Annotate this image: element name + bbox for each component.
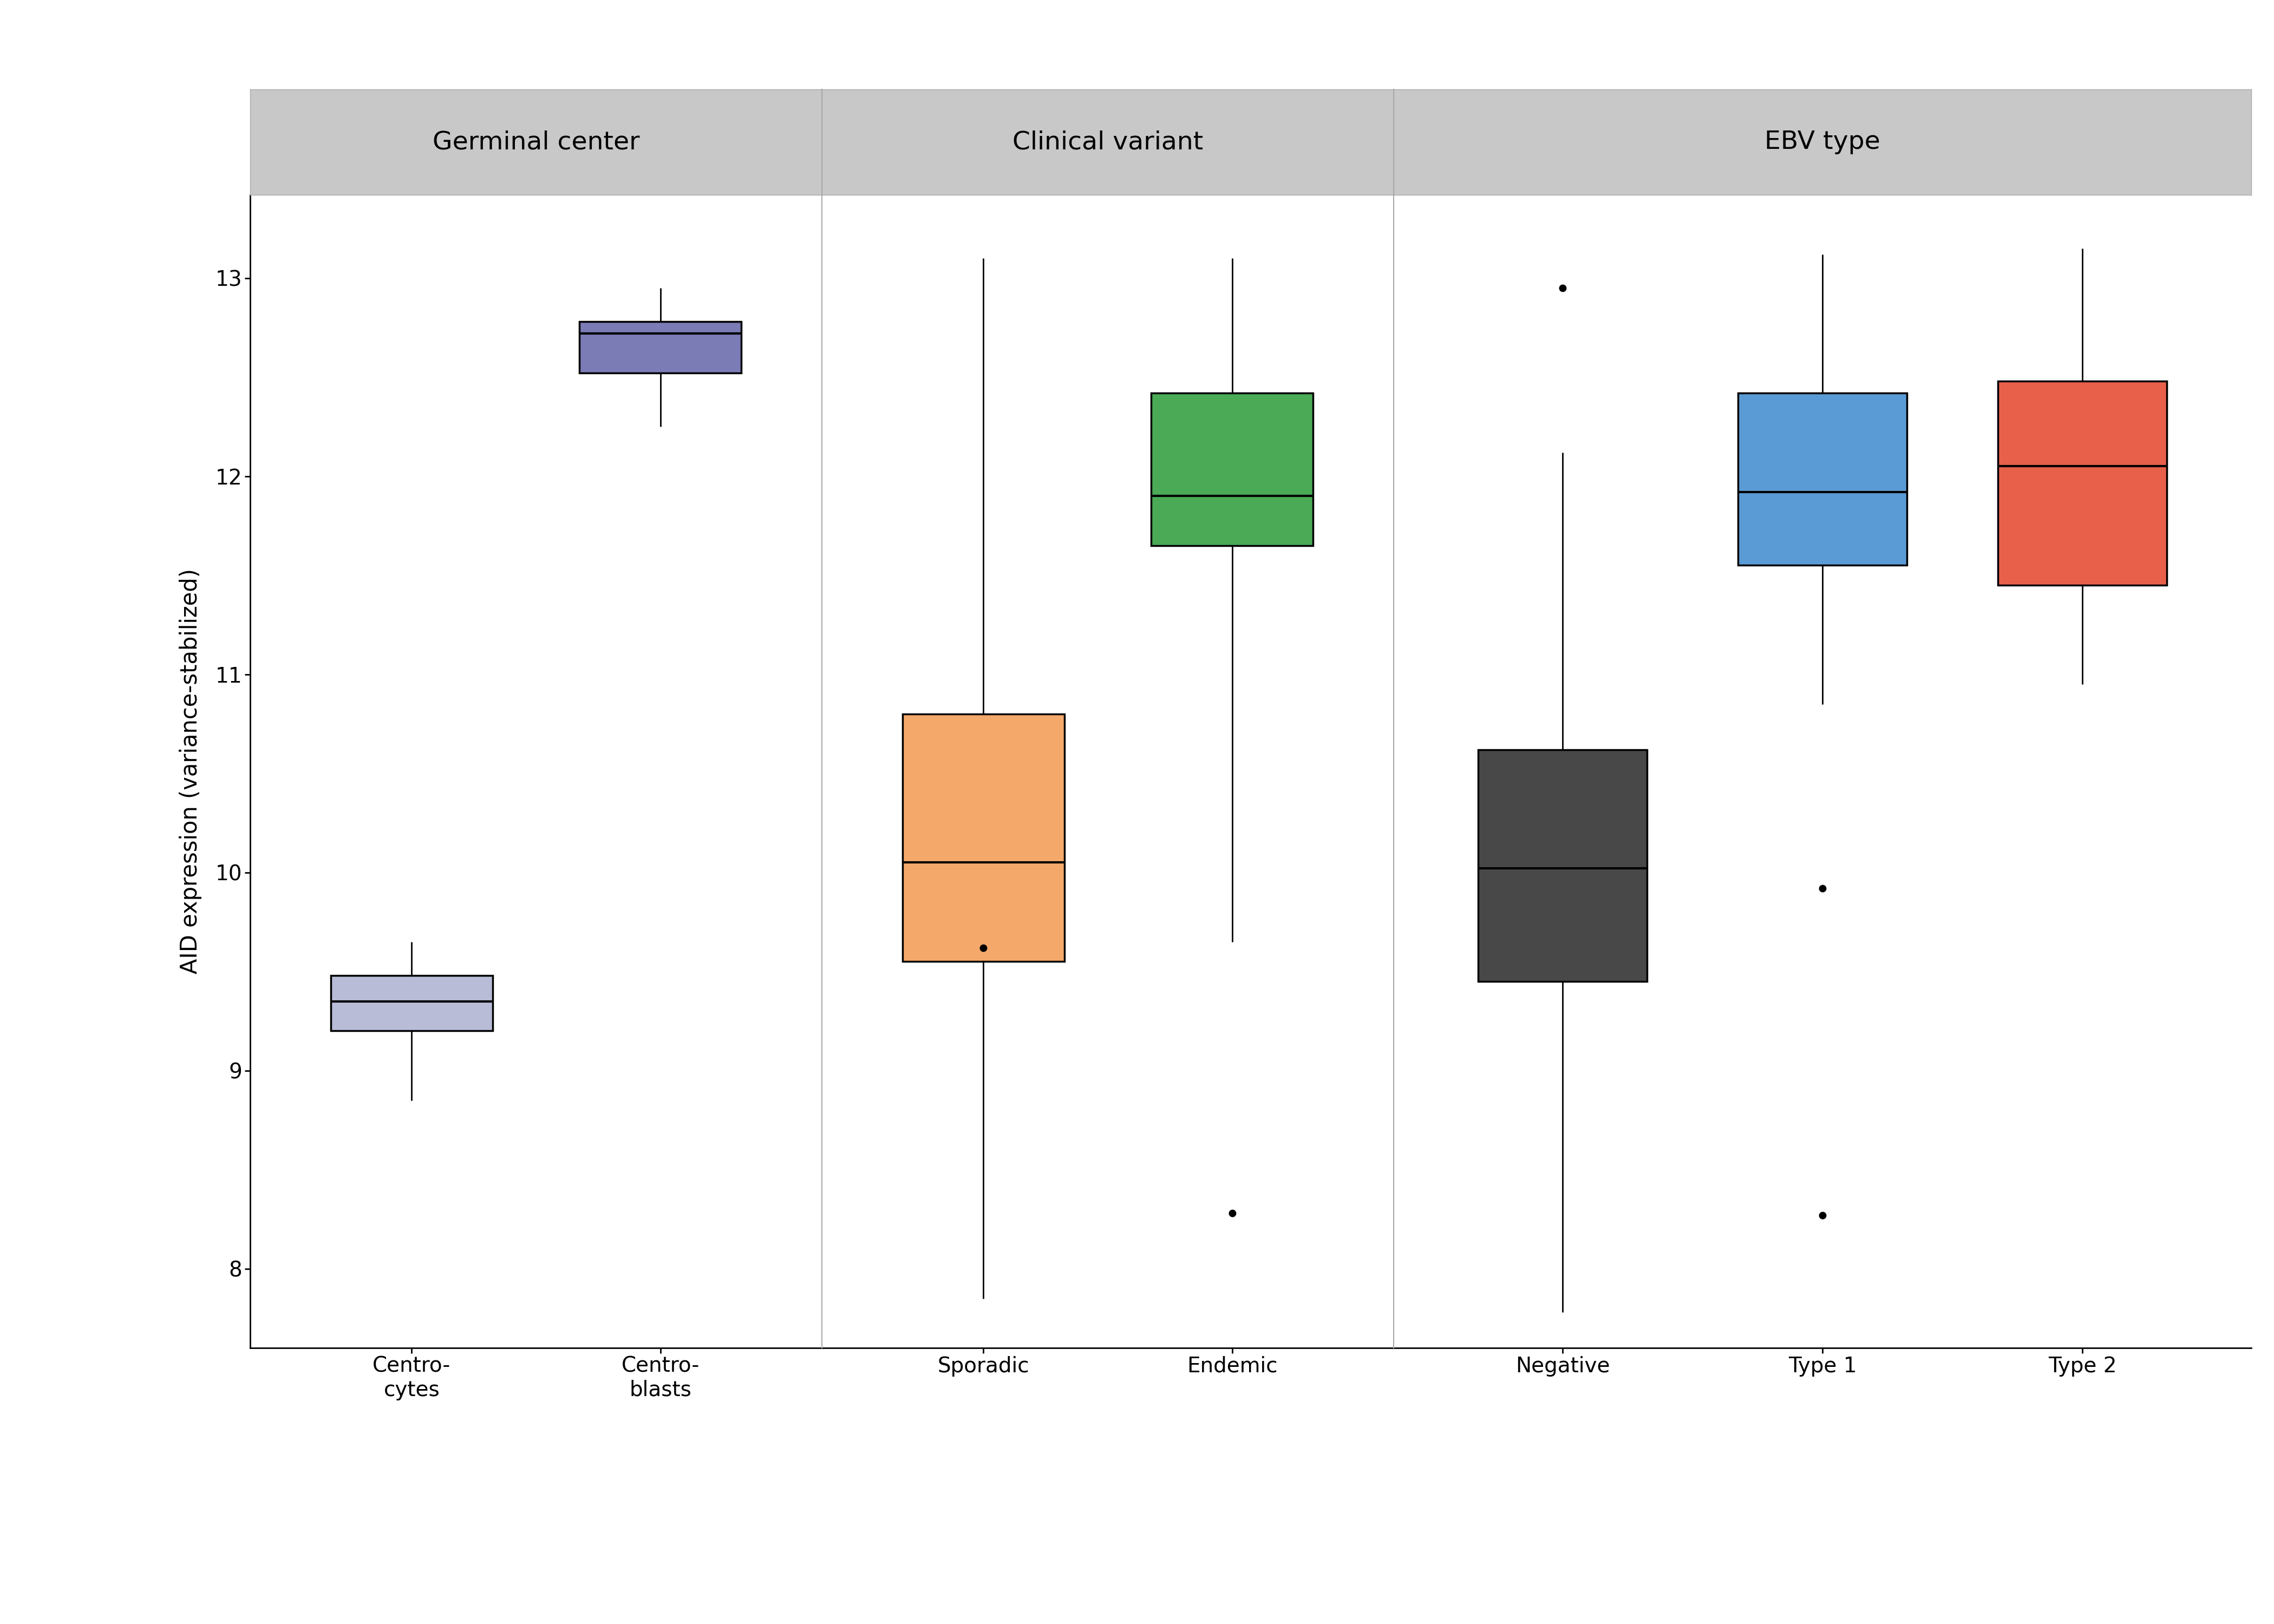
- Text: EBV type: EBV type: [1765, 130, 1881, 154]
- Text: Clinical variant: Clinical variant: [1012, 130, 1203, 154]
- Bar: [580, 322, 741, 374]
- Bar: [1737, 393, 1908, 565]
- Bar: [1478, 750, 1646, 981]
- Text: Germinal center: Germinal center: [432, 130, 639, 154]
- Bar: [1999, 382, 2167, 585]
- Bar: [903, 715, 1064, 961]
- Bar: [332, 976, 493, 1031]
- Y-axis label: AID expression (variance-stabilized): AID expression (variance-stabilized): [180, 568, 202, 974]
- Bar: [1151, 393, 1312, 546]
